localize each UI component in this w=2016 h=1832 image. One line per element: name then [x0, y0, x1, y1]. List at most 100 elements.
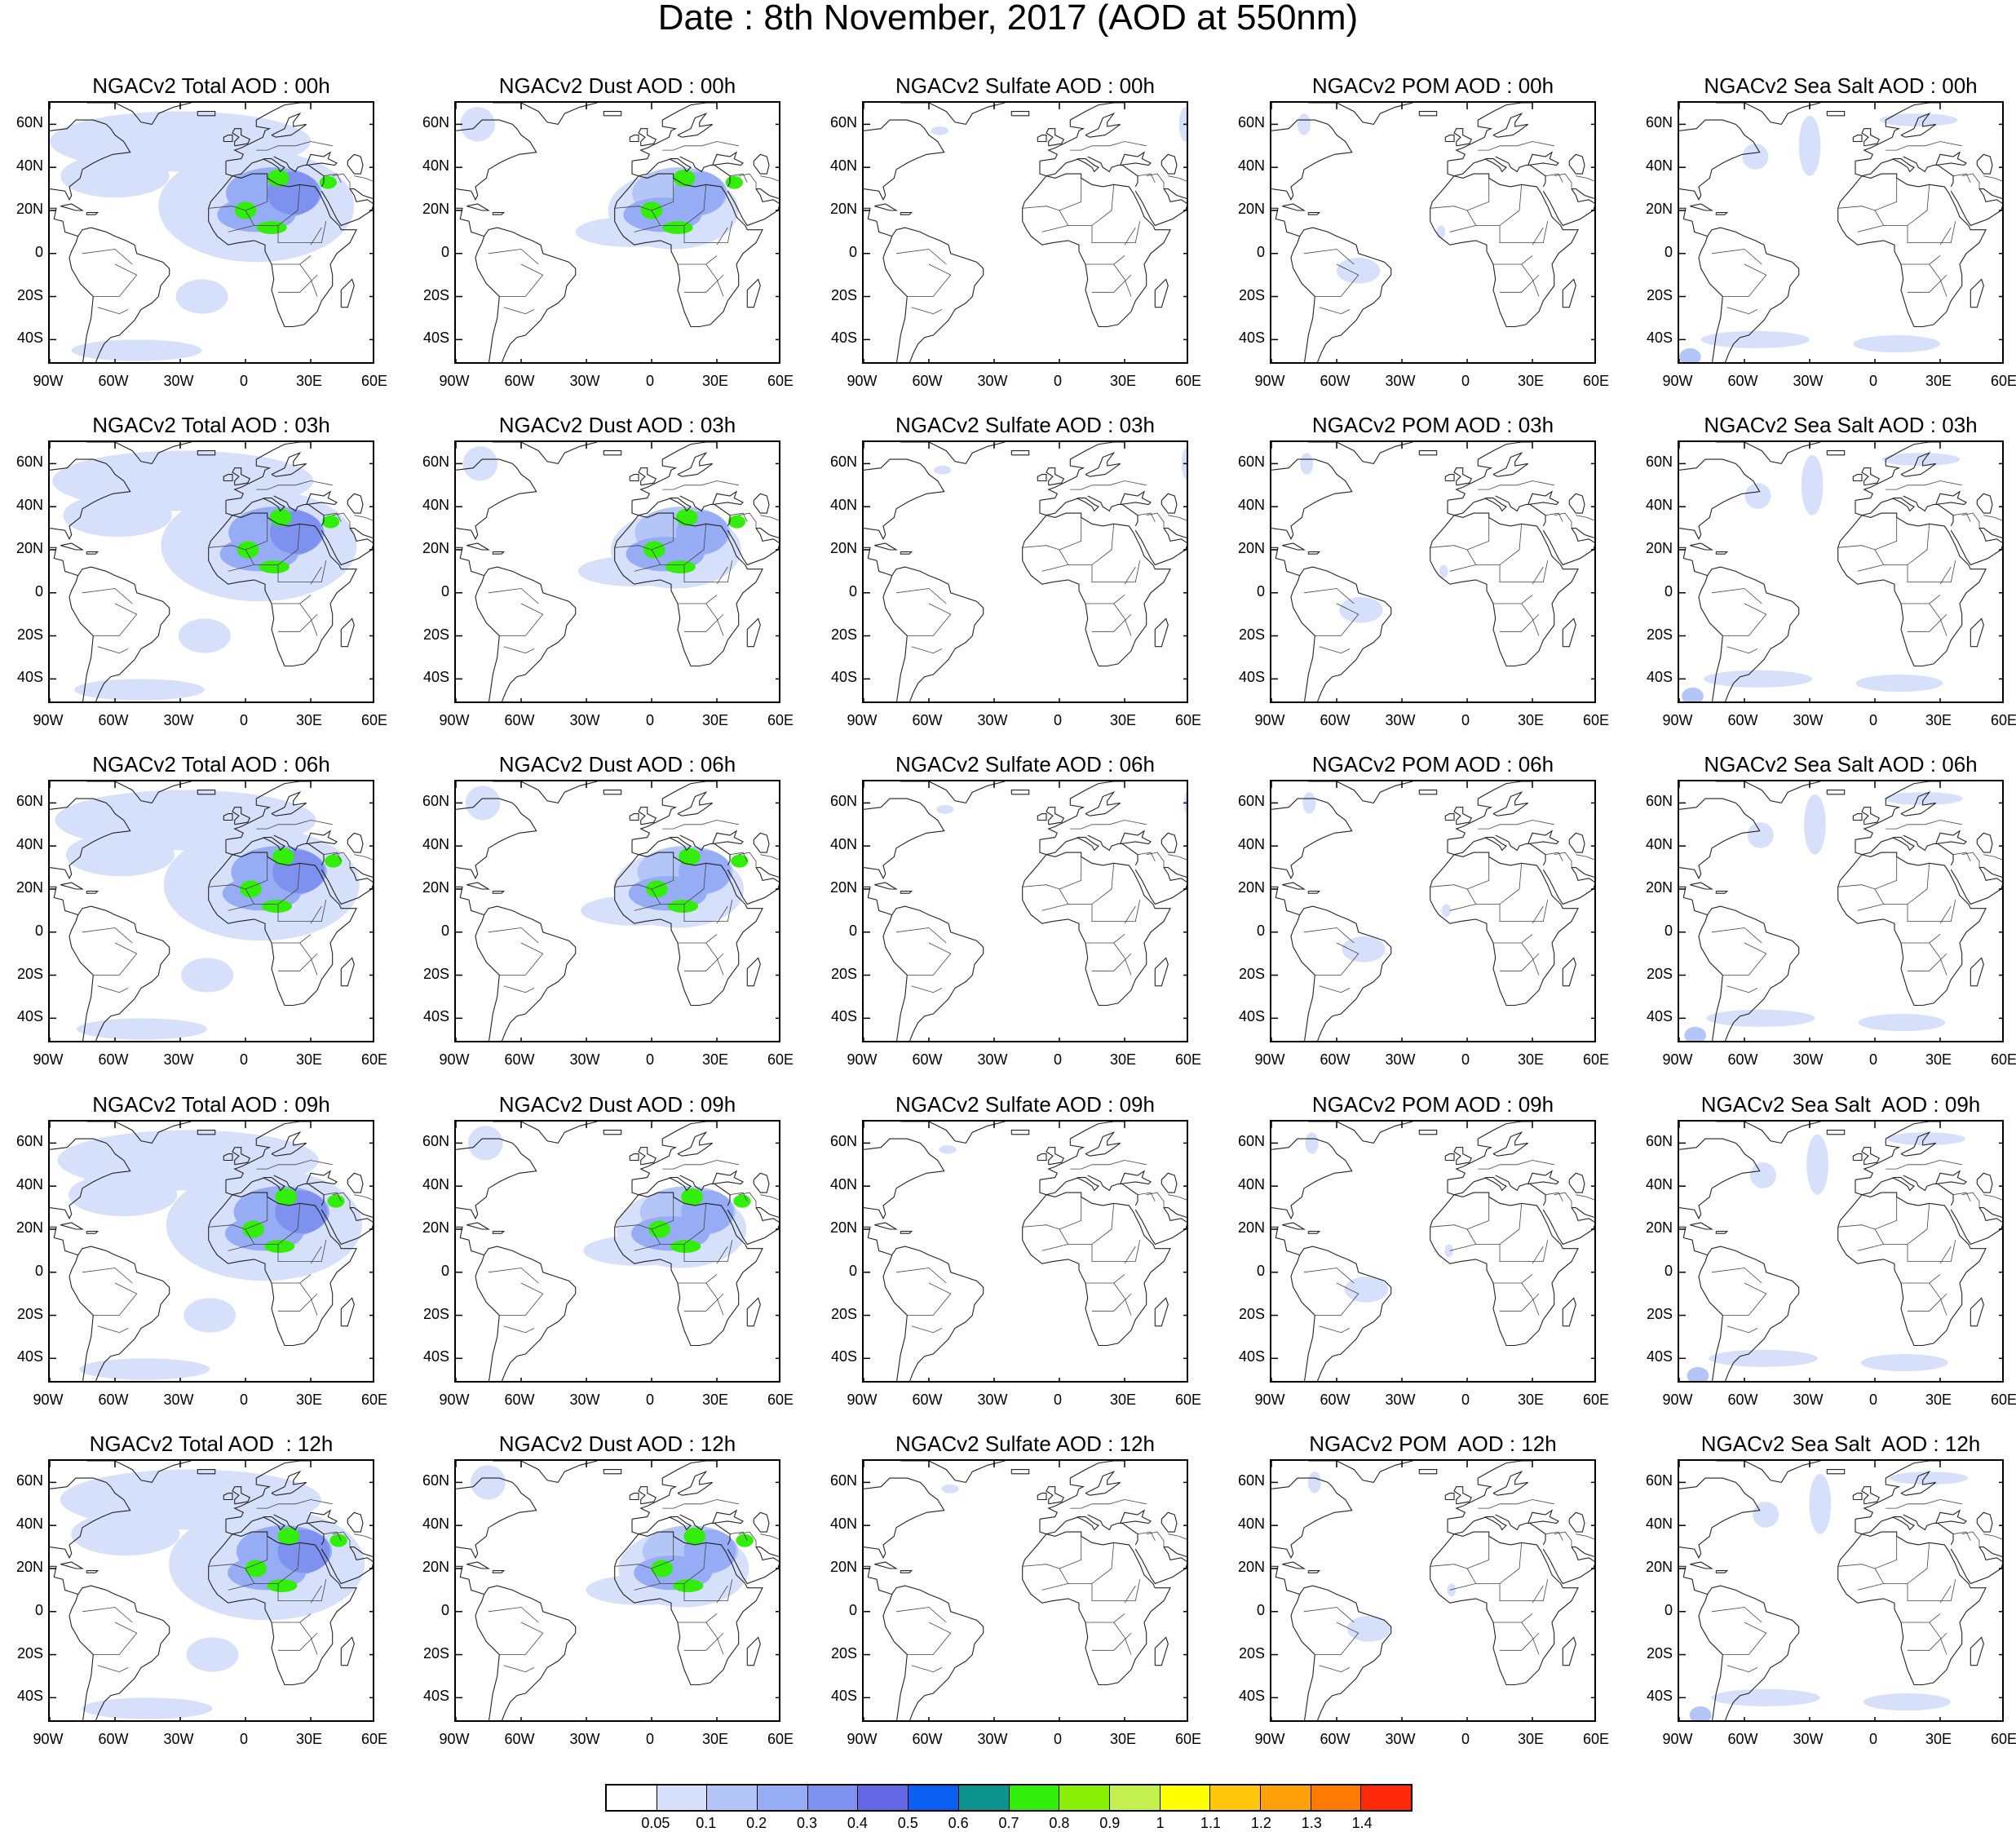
coastline — [1282, 1222, 1306, 1230]
coastline — [1290, 1594, 1315, 1720]
latitude-label: 0 — [440, 1601, 449, 1618]
longitude-label: 30E — [701, 1051, 729, 1068]
coastline — [638, 1486, 657, 1505]
longitude-label: 60E — [360, 1392, 388, 1408]
country-border — [1554, 1192, 1572, 1208]
latitude-label: 40N — [1237, 157, 1265, 175]
coastline — [350, 867, 373, 878]
axis-ticks — [1679, 781, 2002, 1041]
longitude-label: 60W — [1727, 1731, 1758, 1747]
coastline — [456, 886, 577, 1041]
country-border — [1874, 184, 1930, 226]
longitude-label: 90W — [847, 1051, 878, 1068]
longitude-label: 90W — [33, 1731, 64, 1747]
coastline — [208, 852, 357, 1007]
country-border — [1907, 900, 1956, 923]
coastline — [1161, 1172, 1178, 1193]
coastline — [306, 830, 338, 845]
aod-contour — [1709, 1349, 1818, 1367]
latitude-label: 20N — [422, 539, 449, 556]
country-border — [1939, 905, 1952, 924]
colorbar-tick-label: 1 — [1156, 1815, 1165, 1831]
country-border — [1952, 1192, 1971, 1201]
country-border — [683, 1579, 733, 1602]
axis-ticks — [864, 103, 1187, 362]
coastline — [1979, 188, 2002, 200]
country-border — [272, 595, 312, 604]
country-border — [738, 173, 757, 189]
country-border — [1886, 1499, 1962, 1509]
colorbar-swatch — [1361, 1786, 1411, 1810]
country-border — [684, 613, 724, 632]
aod-contour — [681, 1188, 703, 1206]
coastline — [1826, 111, 1846, 117]
panel-title: NGACv2 Sea Salt AOD : 09h — [1700, 1092, 1981, 1117]
longitude-label: 30W — [1793, 373, 1824, 389]
country-border — [1901, 934, 1941, 944]
coastline — [1085, 1470, 1121, 1496]
country-border — [1532, 227, 1544, 246]
coastlines — [864, 1461, 1187, 1720]
latitude-label: 20N — [15, 1558, 43, 1575]
map-frame — [1678, 1120, 2004, 1383]
coastline — [223, 474, 233, 482]
country-border — [93, 603, 138, 636]
aod-contour — [1753, 1502, 1779, 1528]
country-border — [332, 1531, 351, 1547]
country-border — [228, 564, 254, 572]
country-border — [1085, 934, 1125, 944]
map-panel-total-2: NGACv2 Total AOD : 06h 60N 40N 20N 0 20S 40S 90… — [16, 752, 387, 1078]
country-border — [1939, 1246, 1952, 1264]
country-border — [907, 1622, 952, 1655]
coastline — [69, 914, 94, 1041]
country-border — [1961, 1531, 1980, 1547]
coastline — [1562, 617, 1576, 648]
country-border — [1722, 1282, 1767, 1316]
coastline — [1950, 528, 2002, 566]
coastline — [1903, 1514, 1954, 1546]
country-border — [907, 263, 952, 297]
country-border — [354, 1194, 373, 1201]
aod-contour — [1439, 564, 1448, 578]
coastline — [603, 1130, 622, 1135]
aod-contour — [240, 880, 262, 898]
longitude-label: 60W — [1320, 1051, 1351, 1068]
coastline — [1698, 1594, 1723, 1720]
coastline — [1010, 111, 1030, 117]
coastline — [232, 807, 251, 825]
country-border — [1137, 852, 1156, 861]
coastline — [864, 458, 945, 541]
aod-contour — [1682, 687, 1704, 701]
coastline — [1307, 891, 1321, 894]
aod-contour — [931, 126, 948, 135]
coastline — [1715, 212, 1729, 215]
axis-ticks — [50, 1461, 373, 1720]
country-border — [1059, 1542, 1115, 1584]
longitude-label: 0 — [1868, 712, 1877, 728]
axis-ticks — [1271, 1461, 1594, 1720]
coastline — [1861, 807, 1881, 825]
aod-contour — [272, 847, 294, 865]
map-panel-sulfate-1: NGACv2 Sulfate AOD : 03h 60N 40N 20N 0 20S 40S… — [830, 413, 1201, 739]
country-border — [1124, 566, 1136, 585]
country-border — [93, 263, 138, 297]
latitude-label: 20N — [15, 878, 43, 896]
coastline — [900, 442, 1006, 465]
coastline — [1418, 1469, 1438, 1475]
coastline — [197, 450, 216, 456]
coastline — [225, 1177, 285, 1196]
coastline — [1447, 1122, 1532, 1180]
coastline — [1568, 493, 1585, 514]
colorbar-tick-label: 0.2 — [746, 1815, 767, 1831]
coastline — [273, 1175, 325, 1206]
aod-field — [52, 450, 357, 701]
aod-contour — [936, 805, 954, 814]
map-frame — [862, 780, 1188, 1042]
longitude-label: 30E — [1109, 712, 1137, 728]
coastline — [492, 1231, 506, 1234]
coastline — [1826, 450, 1846, 456]
country-border — [256, 1499, 333, 1509]
longitude-label: 90W — [847, 712, 878, 728]
colorbar-tick-label: 0.9 — [1099, 1815, 1121, 1831]
coastline — [900, 212, 913, 215]
